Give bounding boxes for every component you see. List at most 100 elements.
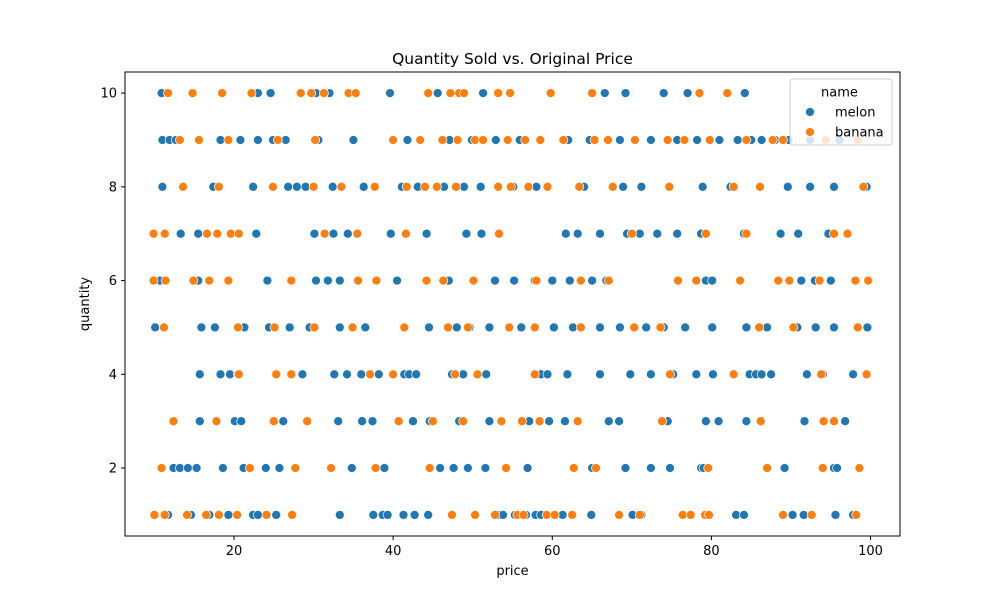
point-melon-220 xyxy=(271,510,282,520)
point-banana-12 xyxy=(459,88,469,98)
point-melon-118 xyxy=(424,322,434,333)
point-melon-110 xyxy=(196,322,207,333)
point-melon-187 xyxy=(741,416,752,427)
point-melon-17 xyxy=(235,135,246,145)
point-banana-149 xyxy=(370,463,381,473)
point-melon-116 xyxy=(334,322,345,333)
point-melon-192 xyxy=(183,463,193,473)
point-banana-143 xyxy=(818,416,829,427)
point-melon-93 xyxy=(334,275,345,286)
point-banana-144 xyxy=(829,416,839,427)
y-tick-label-4: 4 xyxy=(109,368,117,383)
point-banana-45 xyxy=(178,181,188,192)
point-banana-94 xyxy=(673,275,683,286)
point-banana-42 xyxy=(778,135,788,145)
point-banana-91 xyxy=(531,275,542,286)
point-banana-117 xyxy=(852,322,863,333)
point-banana-110 xyxy=(504,322,515,333)
point-banana-59 xyxy=(574,181,585,192)
point-banana-10 xyxy=(445,88,456,98)
point-melon-23 xyxy=(402,135,413,145)
point-banana-98 xyxy=(784,275,795,286)
point-banana-93 xyxy=(603,275,614,286)
point-banana-112 xyxy=(576,322,586,333)
point-melon-102 xyxy=(587,275,597,286)
point-melon-121 xyxy=(484,322,495,333)
point-banana-6 xyxy=(319,88,329,98)
point-banana-9 xyxy=(423,88,434,98)
point-melon-142 xyxy=(329,369,340,380)
point-banana-53 xyxy=(432,181,442,192)
point-banana-39 xyxy=(704,135,715,145)
point-banana-97 xyxy=(773,275,784,286)
point-banana-24 xyxy=(388,135,398,145)
point-banana-38 xyxy=(679,135,690,145)
point-melon-165 xyxy=(802,369,812,380)
point-banana-96 xyxy=(735,275,745,286)
point-banana-164 xyxy=(261,510,272,520)
point-melon-12 xyxy=(739,88,750,98)
point-melon-114 xyxy=(284,322,295,333)
point-banana-152 xyxy=(568,463,579,473)
point-melon-201 xyxy=(448,463,459,473)
point-melon-217 xyxy=(223,510,234,520)
y-tick-label-8: 8 xyxy=(109,180,117,195)
point-melon-97 xyxy=(490,275,500,286)
point-melon-183 xyxy=(614,416,624,427)
point-banana-140 xyxy=(572,416,583,427)
point-melon-153 xyxy=(542,369,553,380)
point-banana-58 xyxy=(542,181,553,192)
point-banana-66 xyxy=(159,228,170,239)
point-melon-129 xyxy=(680,322,691,333)
point-banana-85 xyxy=(286,275,297,286)
point-banana-21 xyxy=(223,135,234,145)
point-banana-124 xyxy=(472,369,483,380)
point-banana-2 xyxy=(217,88,227,98)
point-banana-135 xyxy=(428,416,438,427)
point-melon-62 xyxy=(782,181,793,192)
point-banana-19 xyxy=(175,135,185,145)
point-banana-87 xyxy=(371,275,382,286)
point-melon-34 xyxy=(714,135,725,145)
point-banana-108 xyxy=(443,322,453,333)
point-banana-138 xyxy=(517,416,527,427)
point-banana-57 xyxy=(523,181,534,192)
point-melon-208 xyxy=(665,463,675,473)
point-melon-181 xyxy=(560,416,570,427)
point-banana-13 xyxy=(493,88,504,98)
point-banana-130 xyxy=(168,416,179,427)
point-melon-117 xyxy=(360,322,371,333)
point-melon-155 xyxy=(595,369,605,380)
point-melon-156 xyxy=(625,369,636,380)
point-banana-70 xyxy=(233,228,244,239)
point-melon-100 xyxy=(547,275,558,286)
point-banana-123 xyxy=(450,369,461,380)
point-banana-165 xyxy=(287,510,297,520)
point-melon-109 xyxy=(150,322,161,333)
point-melon-191 xyxy=(175,463,185,473)
chart-title: Quantity Sold vs. Original Price xyxy=(392,50,633,68)
point-banana-14 xyxy=(505,88,515,98)
point-banana-136 xyxy=(458,416,469,427)
point-banana-172 xyxy=(549,510,560,520)
point-banana-30 xyxy=(502,135,513,145)
point-banana-99 xyxy=(814,275,825,286)
point-banana-5 xyxy=(306,88,317,98)
point-banana-177 xyxy=(685,510,696,520)
point-banana-163 xyxy=(232,510,243,520)
point-banana-28 xyxy=(470,135,480,145)
point-melon-242 xyxy=(830,510,841,520)
point-melon-203 xyxy=(480,463,491,473)
point-banana-79 xyxy=(842,228,853,239)
point-banana-151 xyxy=(501,463,511,473)
point-banana-170 xyxy=(518,510,529,520)
legend-marker-banana xyxy=(805,127,815,137)
point-banana-125 xyxy=(529,369,540,380)
point-melon-37 xyxy=(756,135,767,145)
point-melon-106 xyxy=(796,275,807,286)
point-melon-66 xyxy=(175,228,186,239)
point-banana-36 xyxy=(630,135,640,145)
point-banana-18 xyxy=(722,88,733,98)
point-banana-22 xyxy=(272,135,283,145)
point-banana-95 xyxy=(691,275,702,286)
